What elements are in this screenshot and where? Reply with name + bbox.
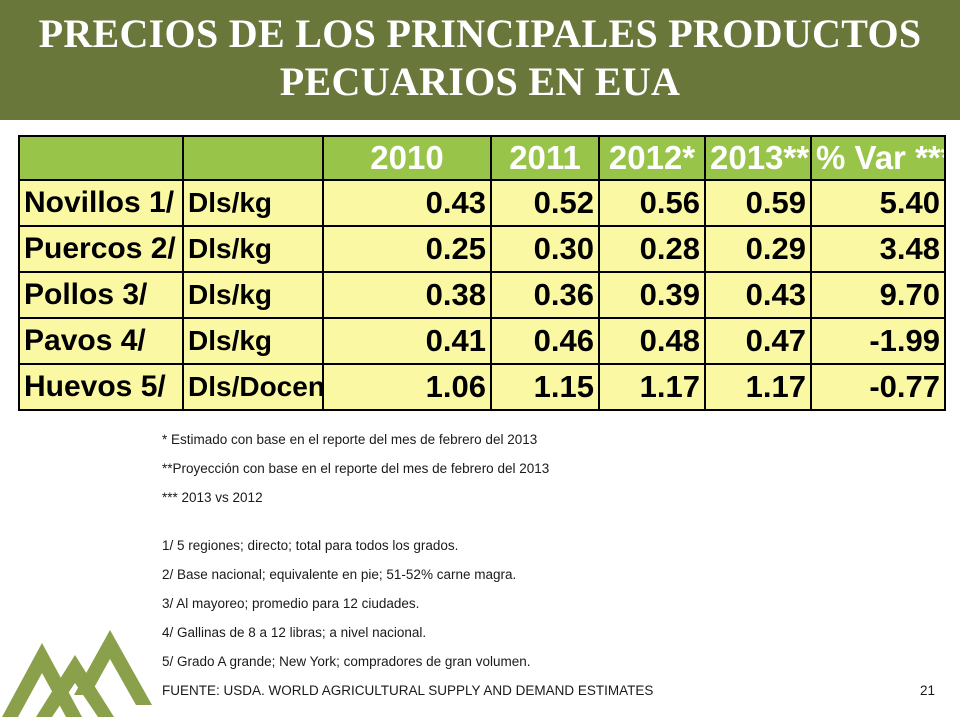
prices-table: 2010 2011 2012* 2013** % Var *** Novillo… — [18, 135, 946, 411]
price-2011: 1.15 — [490, 363, 600, 411]
price-2013: 1.17 — [704, 363, 812, 411]
footnote-1: 1/ 5 regiones; directo; total para todos… — [162, 538, 459, 553]
mountains-logo-icon — [2, 630, 152, 717]
price-2011: 0.52 — [490, 179, 600, 227]
product-name: Huevos 5/ — [18, 363, 184, 411]
price-2012: 0.28 — [598, 225, 706, 273]
footnote-2: 2/ Base nacional; equivalente en pie; 51… — [162, 567, 517, 582]
table-row: Huevos 5/ Dls/Docena 1.06 1.15 1.17 1.17… — [18, 363, 946, 411]
table-row: Puercos 2/ Dls/kg 0.25 0.30 0.28 0.29 3.… — [18, 225, 946, 273]
price-2012: 0.39 — [598, 271, 706, 319]
percent-variation: 9.70 — [810, 271, 946, 319]
unit-cell: Dls/Docena — [182, 363, 324, 411]
price-2012: 1.17 — [598, 363, 706, 411]
source-citation: FUENTE: USDA. WORLD AGRICULTURAL SUPPLY … — [162, 683, 654, 698]
price-2011: 0.36 — [490, 271, 600, 319]
footnote-estimate: * Estimado con base en el reporte del me… — [162, 432, 538, 447]
price-2012: 0.56 — [598, 179, 706, 227]
header-cell-2013: 2013** — [704, 135, 812, 181]
percent-variation: 5.40 — [810, 179, 946, 227]
page-title: PRECIOS DE LOS PRINCIPALES PRODUCTOS PEC… — [0, 10, 960, 106]
percent-variation: -1.99 — [810, 317, 946, 365]
unit-cell: Dls/kg — [182, 271, 324, 319]
percent-variation: -0.77 — [810, 363, 946, 411]
header-cell-2012: 2012* — [598, 135, 706, 181]
price-2011: 0.30 — [490, 225, 600, 273]
price-2012: 0.48 — [598, 317, 706, 365]
price-2013: 0.47 — [704, 317, 812, 365]
header-cell-var: % Var *** — [810, 135, 946, 181]
unit-cell: Dls/kg — [182, 317, 324, 365]
unit-cell: Dls/kg — [182, 179, 324, 227]
product-name: Novillos 1/ — [18, 179, 184, 227]
percent-variation: 3.48 — [810, 225, 946, 273]
header-cell-2010: 2010 — [322, 135, 492, 181]
table-header-row: 2010 2011 2012* 2013** % Var *** — [18, 135, 946, 181]
header-cell-product — [18, 135, 184, 181]
price-2010: 1.06 — [322, 363, 492, 411]
product-name: Pavos 4/ — [18, 317, 184, 365]
footnote-3: 3/ Al mayoreo; promedio para 12 ciudades… — [162, 596, 420, 611]
price-2010: 0.41 — [322, 317, 492, 365]
page-number: 21 — [920, 683, 936, 698]
footnote-4: 4/ Gallinas de 8 a 12 libras; a nivel na… — [162, 625, 427, 640]
price-2011: 0.46 — [490, 317, 600, 365]
price-2010: 0.38 — [322, 271, 492, 319]
product-name: Puercos 2/ — [18, 225, 184, 273]
page-title-line-1: PRECIOS DE LOS PRINCIPALES PRODUCTOS — [38, 11, 922, 56]
price-2010: 0.25 — [322, 225, 492, 273]
footnote-variation: *** 2013 vs 2012 — [162, 490, 263, 505]
product-name: Pollos 3/ — [18, 271, 184, 319]
price-2013: 0.59 — [704, 179, 812, 227]
table-row: Pollos 3/ Dls/kg 0.38 0.36 0.39 0.43 9.7… — [18, 271, 946, 319]
price-2013: 0.29 — [704, 225, 812, 273]
table-row: Novillos 1/ Dls/kg 0.43 0.52 0.56 0.59 5… — [18, 179, 946, 227]
footnote-5: 5/ Grado A grande; New York; compradores… — [162, 654, 531, 669]
title-banner: PRECIOS DE LOS PRINCIPALES PRODUCTOS PEC… — [0, 0, 960, 120]
page-title-line-2: PECUARIOS EN EUA — [279, 59, 681, 104]
price-2013: 0.43 — [704, 271, 812, 319]
unit-cell: Dls/kg — [182, 225, 324, 273]
header-cell-unit — [182, 135, 324, 181]
table-row: Pavos 4/ Dls/kg 0.41 0.46 0.48 0.47 -1.9… — [18, 317, 946, 365]
price-2010: 0.43 — [322, 179, 492, 227]
header-cell-2011: 2011 — [490, 135, 600, 181]
footnote-projection: **Proyección con base en el reporte del … — [162, 461, 550, 476]
